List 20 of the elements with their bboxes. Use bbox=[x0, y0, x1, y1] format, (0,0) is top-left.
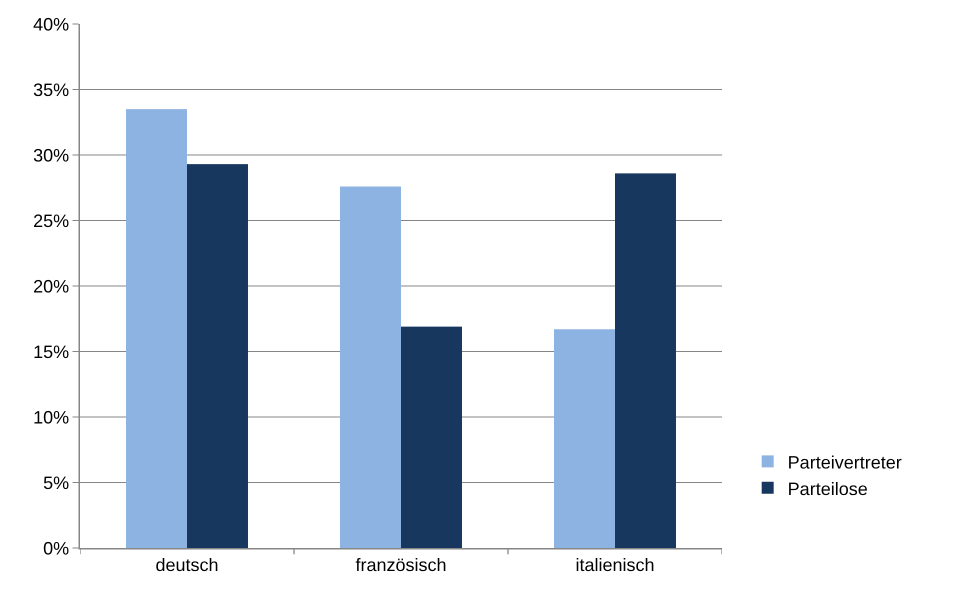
y-tick-label: 5% bbox=[43, 472, 70, 493]
legend-label: Parteivertreter bbox=[788, 452, 902, 472]
bar bbox=[401, 326, 462, 548]
x-tick-label: deutsch bbox=[155, 554, 219, 575]
bar bbox=[126, 109, 187, 548]
y-tick-label: 35% bbox=[33, 80, 70, 100]
y-tick-label: 40% bbox=[33, 14, 70, 34]
x-tick-label: italienisch bbox=[575, 554, 655, 575]
bar bbox=[187, 164, 248, 548]
y-tick-label: 20% bbox=[33, 276, 70, 296]
bar bbox=[615, 173, 676, 548]
y-tick-label: 15% bbox=[33, 342, 70, 362]
y-tick-label: 30% bbox=[33, 145, 70, 166]
x-tick-label: französisch bbox=[355, 554, 447, 575]
bar bbox=[340, 186, 401, 548]
legend-label: Parteilose bbox=[788, 478, 868, 499]
y-tick-label: 25% bbox=[33, 210, 70, 231]
bar bbox=[554, 329, 615, 548]
y-tick-label: 0% bbox=[43, 538, 70, 558]
y-tick-label: 10% bbox=[33, 407, 70, 428]
